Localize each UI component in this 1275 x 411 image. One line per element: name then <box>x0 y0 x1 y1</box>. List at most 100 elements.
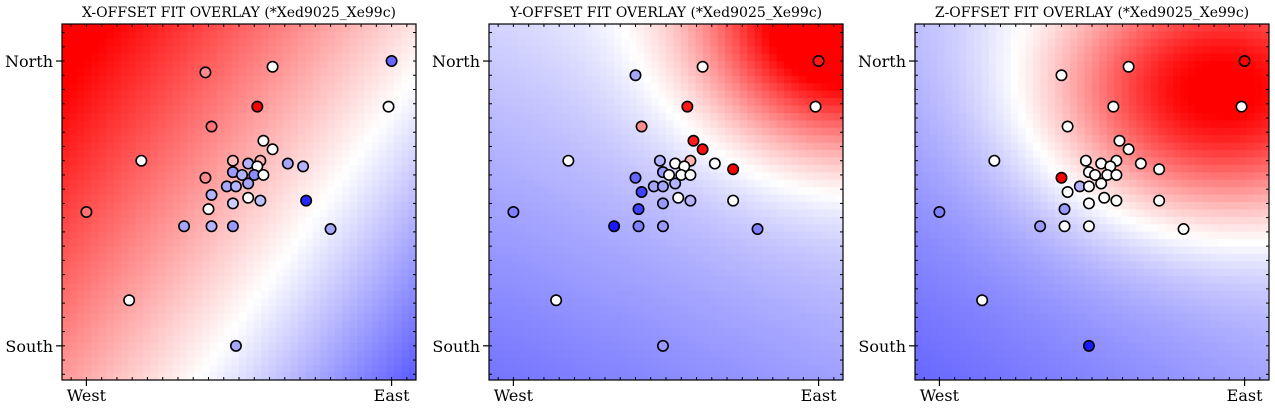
heatmap-cell <box>489 120 497 129</box>
heatmap-cell <box>408 105 416 114</box>
heatmap-cell <box>349 342 358 351</box>
heatmap-cell <box>106 246 115 255</box>
heatmap-cell <box>489 253 497 262</box>
heatmap-cell <box>533 179 542 188</box>
heatmap-cell <box>172 268 181 277</box>
heatmap-cell <box>98 113 107 122</box>
heatmap-cell <box>113 38 122 47</box>
heatmap-cell <box>769 75 778 84</box>
heatmap-cell <box>371 75 380 84</box>
heatmap-cell <box>680 120 689 129</box>
heatmap-cell <box>643 372 652 380</box>
heatmap-cell <box>643 357 652 366</box>
heatmap-cell <box>776 120 785 129</box>
heatmap-cell <box>496 253 505 262</box>
heatmap-cell <box>113 31 122 40</box>
heatmap-cell <box>275 83 284 92</box>
heatmap-cell <box>503 357 512 366</box>
heatmap-cell <box>828 305 837 314</box>
heatmap-cell <box>607 187 615 196</box>
heatmap-cell <box>283 365 292 374</box>
heatmap-cell <box>489 24 497 33</box>
heatmap-cell <box>143 328 152 337</box>
heatmap-cell <box>290 53 299 62</box>
heatmap-cell <box>496 127 505 136</box>
heatmap-cell <box>798 150 807 159</box>
heatmap-cell <box>820 120 829 129</box>
heatmap-cell <box>621 202 630 211</box>
heatmap-cell <box>261 202 270 211</box>
heatmap-cell <box>261 253 270 262</box>
heatmap-cell <box>562 98 571 107</box>
heatmap-cell <box>717 150 726 159</box>
heatmap-cell <box>246 202 255 211</box>
heatmap-cell <box>393 61 402 70</box>
heatmap-cell <box>511 313 520 322</box>
heatmap-cell <box>216 53 225 62</box>
heatmap-cell <box>680 46 689 55</box>
heatmap-cell <box>673 127 682 136</box>
heatmap-cell <box>710 179 719 188</box>
heatmap-cell <box>246 113 255 122</box>
heatmap-cell <box>128 268 137 277</box>
heatmap-cell <box>570 246 579 255</box>
heatmap-cell <box>577 231 586 240</box>
heatmap-cell <box>570 291 579 300</box>
heatmap-cell <box>621 194 630 203</box>
heatmap-cell <box>820 224 829 233</box>
heatmap-cell <box>673 246 682 255</box>
heatmap-cell <box>187 372 196 380</box>
heatmap-cell <box>754 172 763 181</box>
heatmap-cell <box>915 31 923 40</box>
heatmap-cell <box>702 239 711 248</box>
heatmap-cell <box>540 142 549 151</box>
heatmap-cell <box>835 157 843 166</box>
heatmap-cell <box>791 357 800 366</box>
heatmap-cell <box>643 239 652 248</box>
heatmap-cell <box>357 46 365 55</box>
heatmap-cell <box>113 365 122 374</box>
heatmap-cell <box>820 83 829 92</box>
heatmap-cell <box>157 209 166 218</box>
heatmap-cell <box>327 291 336 300</box>
heatmap-cell <box>806 335 815 344</box>
heatmap-cell <box>614 268 623 277</box>
heatmap-cell <box>401 350 410 359</box>
heatmap-cell <box>702 202 711 211</box>
heatmap-cell <box>76 61 85 70</box>
heatmap-cell <box>113 313 122 322</box>
heatmap-cell <box>496 342 505 351</box>
heatmap-cell <box>1033 31 1041 40</box>
heatmap-cell <box>577 194 586 203</box>
heatmap-cell <box>570 342 579 351</box>
heatmap-cell <box>194 113 203 122</box>
heatmap-cell <box>599 320 608 329</box>
heatmap-cell <box>966 31 975 40</box>
heatmap-cell <box>113 142 122 151</box>
x-tick-label: East <box>801 386 837 405</box>
heatmap-cell <box>194 68 203 77</box>
heatmap-cell <box>143 253 152 262</box>
heatmap-cell <box>754 31 763 40</box>
heatmap-cell <box>548 320 556 329</box>
heatmap-cell <box>688 75 697 84</box>
heatmap-cell <box>364 61 373 70</box>
heatmap-cell <box>806 357 815 366</box>
heatmap-cell <box>91 127 100 136</box>
heatmap-cell <box>747 172 756 181</box>
heatmap-cell <box>629 187 638 196</box>
heatmap-cell <box>408 179 416 188</box>
heatmap-cell <box>835 268 843 277</box>
heatmap-cell <box>621 187 630 196</box>
heatmap-cell <box>1239 24 1248 33</box>
heatmap-cell <box>702 194 711 203</box>
heatmap-cell <box>408 127 416 136</box>
heatmap-cell <box>577 31 586 40</box>
heatmap-cell <box>216 38 225 47</box>
heatmap-cell <box>813 38 822 47</box>
heatmap-cell <box>261 357 270 366</box>
heatmap-cell <box>239 253 247 262</box>
heatmap-cell <box>143 202 152 211</box>
heatmap-cell <box>62 164 70 173</box>
heatmap-cell <box>150 83 159 92</box>
